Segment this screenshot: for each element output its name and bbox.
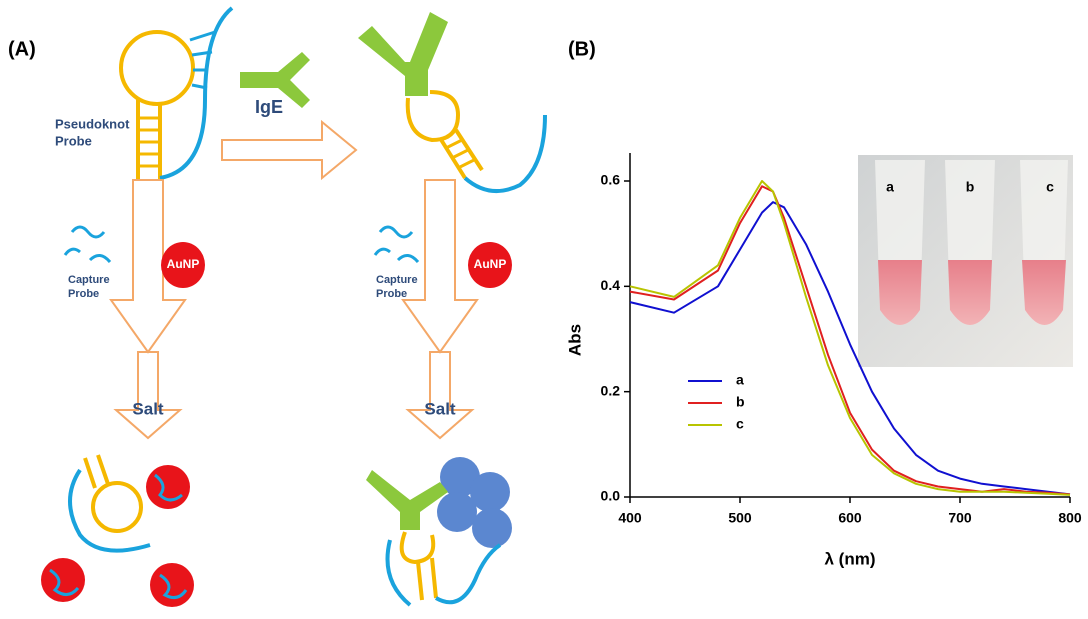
legend-label: b xyxy=(736,394,745,410)
aunp-label: AuNP xyxy=(167,257,200,271)
x-tick-label: 700 xyxy=(948,510,972,526)
probe-label: Pseudoknot xyxy=(55,116,130,131)
stem xyxy=(418,558,436,600)
inset-label: a xyxy=(886,179,894,195)
panel-label: (A) xyxy=(8,38,36,60)
aunp-aggregate xyxy=(437,457,512,548)
aunp xyxy=(41,465,194,607)
stem-pairs xyxy=(138,118,160,166)
salt-label: Salt xyxy=(132,399,164,418)
probe-strand xyxy=(388,540,411,605)
y-tick-label: 0.6 xyxy=(601,172,621,188)
probe-label: Probe xyxy=(55,133,92,148)
legend-label: a xyxy=(736,372,744,388)
stem xyxy=(85,455,108,488)
aunp-label: AuNP xyxy=(474,257,507,271)
loop xyxy=(121,32,193,104)
capture-label: Capture xyxy=(68,274,110,286)
legend-label: c xyxy=(736,416,744,432)
panel-label: (B) xyxy=(568,38,596,60)
y-tick-label: 0.4 xyxy=(601,277,621,293)
x-tick-label: 400 xyxy=(618,510,642,526)
probe-strand xyxy=(436,545,500,602)
ige-bound xyxy=(366,470,448,530)
x-axis-label: λ (nm) xyxy=(825,549,876,568)
loop xyxy=(93,483,141,531)
ige-bound xyxy=(358,12,448,96)
stem xyxy=(138,98,160,180)
figure: (A) Pseudoknot Probe IgE Capture Probe C… xyxy=(0,0,1088,614)
capture-label: Probe xyxy=(68,288,99,300)
y-tick-label: 0.2 xyxy=(601,382,621,398)
x-tick-label: 800 xyxy=(1058,510,1082,526)
y-tick-label: 0.0 xyxy=(601,488,621,504)
loop xyxy=(408,92,458,140)
loop xyxy=(402,532,434,562)
probe-strand xyxy=(465,115,545,191)
capture-label: Capture xyxy=(376,274,418,286)
ige-label: IgE xyxy=(255,97,283,117)
capture-probe-icon xyxy=(65,227,418,262)
capture-label: Probe xyxy=(376,288,407,300)
inset-label: c xyxy=(1046,179,1054,195)
salt-label: Salt xyxy=(424,399,456,418)
inset-label: b xyxy=(966,179,975,195)
x-tick-label: 500 xyxy=(728,510,752,526)
x-tick-label: 600 xyxy=(838,510,862,526)
y-axis-label: Abs xyxy=(565,324,584,356)
arrow xyxy=(222,122,356,178)
arrow xyxy=(111,180,477,438)
